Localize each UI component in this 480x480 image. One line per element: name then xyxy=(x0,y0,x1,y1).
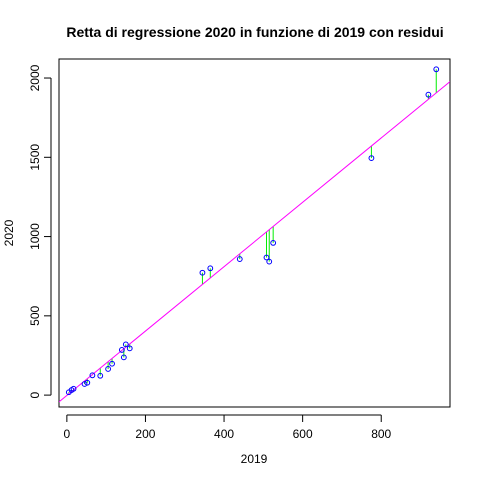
data-point xyxy=(84,379,91,386)
x-tick-label: 400 xyxy=(214,427,234,441)
data-point xyxy=(236,256,243,262)
y-axis: 0 500 1000 1500 2000 xyxy=(28,64,52,398)
data-point xyxy=(425,91,432,98)
data-point xyxy=(126,345,133,352)
x-tick-label: 200 xyxy=(135,427,155,441)
x-axis: 0 200 400 600 800 xyxy=(64,414,392,441)
plot-area xyxy=(59,66,450,403)
data-point xyxy=(207,265,214,272)
regression-line xyxy=(59,81,450,403)
data-point xyxy=(199,269,206,276)
data-point xyxy=(433,66,440,73)
x-tick-label: 800 xyxy=(371,427,391,441)
y-tick-label: 2000 xyxy=(28,64,42,91)
y-tick-label: 500 xyxy=(28,306,42,326)
x-tick-label: 600 xyxy=(293,427,313,441)
data-point xyxy=(270,240,277,246)
x-tick-label: 0 xyxy=(64,427,71,441)
data-point xyxy=(122,341,129,348)
data-point xyxy=(120,354,127,361)
chart-title: Retta di regressione 2020 in funzione di… xyxy=(66,24,443,40)
data-point xyxy=(70,385,77,392)
y-tick-label: 0 xyxy=(28,391,42,398)
x-axis-label: 2019 xyxy=(241,452,268,466)
data-point xyxy=(266,258,273,265)
y-axis-label: 2020 xyxy=(2,219,16,246)
data-point xyxy=(105,366,112,372)
data-point xyxy=(368,155,375,161)
data-point xyxy=(118,347,125,353)
y-tick-label: 1000 xyxy=(28,223,42,250)
data-point xyxy=(263,254,270,261)
data-point xyxy=(97,372,104,379)
y-tick-label: 1500 xyxy=(28,144,42,171)
data-point xyxy=(81,381,88,387)
data-point xyxy=(109,360,115,367)
data-point xyxy=(89,372,96,379)
plot-frame xyxy=(58,58,451,408)
